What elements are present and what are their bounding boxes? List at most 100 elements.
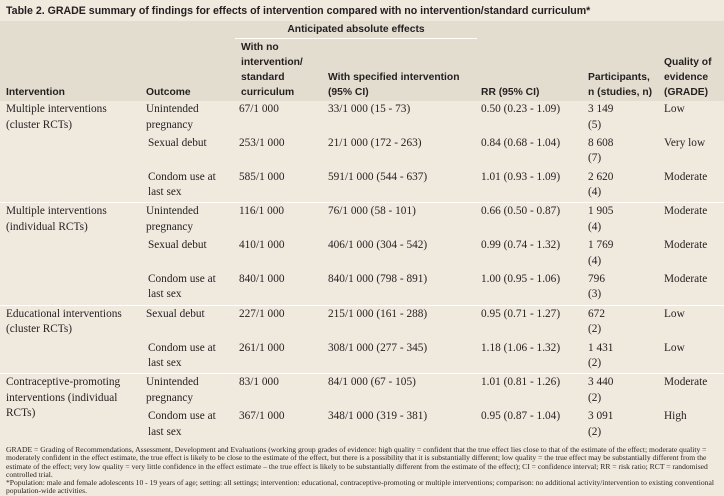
specified-cell: 308/1 000 (277 - 345)	[328, 341, 428, 354]
header-cell: Participants, n (studies, n)	[584, 21, 661, 101]
outcome-cell: Sexual debut	[148, 136, 207, 149]
participants-cell: 1 431 (2)	[584, 340, 660, 374]
quality-cell: High	[664, 410, 687, 423]
control-cell: 410/1 000	[239, 239, 285, 252]
quality-cell: Low	[664, 341, 685, 354]
rr-cell: 1.01 (0.93 - 1.09)	[481, 170, 561, 183]
studies: (7)	[588, 152, 602, 165]
control-cell: 227/1 000	[235, 304, 324, 340]
participants: 1 431	[588, 341, 614, 354]
quality-cell: Moderate	[664, 272, 708, 285]
specified-cell: 591/1 000 (544 - 637)	[328, 170, 428, 183]
outcome-cell: Condom use at last sex	[148, 341, 216, 370]
quality-cell: Moderate	[664, 170, 708, 183]
footnote: *Population: male and female adolescents…	[6, 478, 714, 496]
control-cell: 253/1 000	[239, 136, 285, 149]
control-cell: 261/1 000	[239, 341, 285, 354]
control-cell: 67/1 000	[239, 103, 279, 115]
studies: (3)	[588, 288, 602, 301]
participants: 672	[588, 307, 605, 320]
quality-cell: Moderate	[660, 373, 724, 409]
table-row: Condom use at last sex 367/1 000 348/1 000…	[0, 408, 724, 442]
quality-cell: Moderate	[664, 239, 708, 252]
header-cell: Outcome	[142, 21, 235, 101]
table-row: Multiple interventions (cluster RCTs) Uni…	[0, 101, 724, 135]
specified-cell: 840/1 000 (798 - 891)	[328, 272, 428, 285]
intervention-cell: Contraceptive-promoting interventions (i…	[0, 373, 142, 442]
control-cell: 840/1 000	[239, 272, 285, 285]
header-row: Intervention Outcome Anticipated absolute …	[0, 21, 724, 101]
specified-cell: 84/1 000 (67 - 105)	[324, 373, 478, 409]
studies: (2)	[588, 357, 602, 370]
specified-cell: 406/1 000 (304 - 542)	[328, 239, 428, 252]
participants-cell: 1 905 (4)	[584, 202, 661, 238]
intervention-cell: Educational interventions (cluster RCTs)	[0, 304, 142, 374]
footnote: GRADE = Grading of Recommendations, Asse…	[6, 444, 708, 479]
participants: 1 905	[588, 205, 614, 218]
outcome-cell: Unintended pregnancy	[142, 202, 235, 238]
table-header: Intervention Outcome Anticipated absolute …	[0, 21, 724, 101]
header-cell: Intervention	[0, 21, 142, 101]
participants-cell: 1 769 (4)	[584, 237, 660, 271]
specified-cell: 33/1 000 (15 - 73)	[328, 103, 411, 115]
outcome-cell: Condom use at last sex	[148, 410, 216, 438]
participants: 2 620	[588, 170, 614, 183]
participants: 3 091	[588, 410, 614, 423]
quality-cell: Very low	[664, 136, 706, 149]
participants: 1 769	[588, 239, 614, 252]
rr-cell: 0.99 (0.74 - 1.32)	[481, 239, 561, 252]
outcome-cell: Sexual debut	[142, 304, 235, 340]
header-group: Anticipated absolute effects	[235, 21, 478, 39]
table: Intervention Outcome Anticipated absolute …	[0, 21, 724, 442]
table-row: Condom use at last sex 585/1 000 591/1 000…	[0, 169, 724, 203]
rr-cell: 0.84 (0.68 - 1.04)	[481, 136, 561, 149]
participants: 8 608	[588, 136, 614, 149]
header-cell: With specified intervention (95% CI)	[324, 38, 478, 101]
outcome-cell: Condom use at last sex	[148, 170, 216, 199]
header-cell: RR (95% CI)	[477, 21, 585, 101]
outcome-cell: Condom use at last sex	[148, 272, 216, 301]
participants-cell: 672 (2)	[584, 304, 661, 340]
participants: 796	[588, 272, 605, 285]
specified-cell: 348/1 000 (319 - 381)	[328, 410, 428, 423]
participants-cell: 796 (3)	[584, 271, 660, 305]
studies: (4)	[588, 254, 602, 267]
specified-cell: 215/1 000 (161 - 288)	[324, 304, 478, 340]
control-cell: 585/1 000	[239, 170, 285, 183]
rr-cell: 1.18 (1.06 - 1.32)	[481, 341, 561, 354]
studies: (4)	[588, 186, 602, 199]
outcome-cell: Unintended pregnancy	[142, 373, 235, 409]
intervention-cell: Multiple interventions (individual RCTs)	[0, 202, 142, 306]
table-row: Educational interventions (cluster RCTs)…	[0, 304, 724, 374]
rr-cell: 1.01 (0.81 - 1.26)	[477, 373, 585, 409]
rr-cell: 0.66 (0.50 - 0.87)	[477, 202, 585, 238]
header-cell: Quality of evidence (GRADE)	[660, 21, 724, 101]
table-row: Condom use at last sex 840/1 000 840/1 000…	[0, 271, 724, 305]
control-cell: 367/1 000	[239, 410, 285, 423]
rr-cell: 0.95 (0.71 - 1.27)	[477, 304, 585, 340]
studies: (2)	[588, 323, 602, 336]
intervention-cell: Multiple interventions (cluster RCTs)	[6, 103, 107, 131]
specified-cell: 76/1 000 (58 - 101)	[324, 202, 478, 238]
control-cell: 116/1 000	[235, 202, 324, 238]
participants-cell: 3 149 (5)	[584, 101, 660, 135]
rr-cell: 0.50 (0.23 - 1.09)	[481, 103, 561, 115]
table-body: Multiple interventions (cluster RCTs) Uni…	[0, 101, 724, 442]
quality-cell: Low	[664, 103, 685, 115]
studies: (2)	[588, 425, 602, 438]
header-row: With no intervention/ standard curriculu…	[0, 38, 724, 101]
table-title: Table 2. GRADE summary of findings for e…	[0, 0, 724, 21]
footnotes: GRADE = Grading of Recommendations, Asse…	[0, 442, 724, 496]
control-cell: 83/1 000	[235, 373, 324, 409]
outcome-cell: Unintended pregnancy	[146, 103, 199, 131]
table-row: Condom use at last sex 261/1 000 308/1 000…	[0, 340, 724, 374]
outcome-cell: Sexual debut	[148, 239, 207, 252]
participants: 3 149	[588, 103, 614, 115]
participants: 3 440	[588, 376, 614, 389]
table-row: Sexual debut 410/1 000 406/1 000 (304 - 54…	[0, 237, 724, 271]
table-row: Contraceptive-promoting interventions (i…	[0, 373, 724, 442]
studies: (5)	[588, 118, 602, 131]
rr-cell: 0.95 (0.87 - 1.04)	[481, 410, 561, 423]
participants-cell: 8 608 (7)	[584, 135, 660, 169]
